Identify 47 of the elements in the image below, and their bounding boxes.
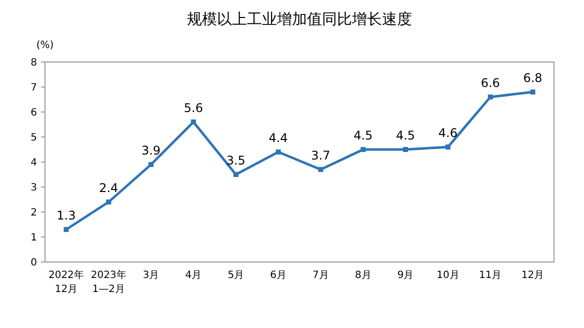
x-tick-label: 7月 — [312, 270, 329, 281]
y-tick-label: 0 — [30, 258, 37, 268]
data-label: 6.6 — [480, 76, 500, 90]
point — [276, 150, 281, 154]
x-tick-label: 8月 — [354, 270, 372, 281]
y-tick-label: 4 — [30, 158, 37, 168]
data-label: 5.6 — [184, 101, 204, 115]
data-label: 4.5 — [396, 128, 416, 142]
point — [64, 227, 69, 232]
point — [360, 147, 366, 152]
point — [318, 167, 324, 172]
y-tick-label: 6 — [30, 108, 37, 118]
data-label: 4.5 — [354, 128, 373, 142]
y-tick-label: 1 — [30, 232, 37, 244]
x-tick-label: 2022年 12月 — [48, 269, 84, 295]
chart-title: 规模以上工业增加值同比增长速度 — [187, 10, 412, 28]
point — [445, 144, 450, 150]
y-tick-label: 3 — [30, 182, 37, 194]
x-tick-label: 6月 — [270, 270, 286, 281]
data-label: 3.5 — [226, 154, 246, 168]
data-label: 2.4 — [99, 181, 118, 195]
y-axis-title: (%) — [36, 40, 54, 51]
y-tick-label: 7 — [30, 82, 37, 94]
x-tick-label: 11月 — [479, 270, 502, 281]
x-tick-label: 9月 — [397, 270, 414, 281]
data-label: 6.8 — [523, 71, 542, 85]
point — [530, 90, 536, 94]
data-label: 4.4 — [268, 131, 288, 145]
y-tick-label: 2 — [30, 208, 37, 218]
point — [106, 200, 112, 204]
point — [233, 172, 238, 177]
point — [403, 147, 408, 152]
y-tick-label: 5 — [30, 132, 37, 144]
x-tick-label: 4月 — [185, 270, 202, 281]
y-tick-label: 8 — [30, 58, 37, 68]
point — [488, 94, 493, 100]
data-label: 1.3 — [56, 208, 76, 222]
data-label: 4.6 — [438, 126, 458, 140]
x-tick-label: 3月 — [142, 270, 160, 281]
data-label: 3.7 — [311, 148, 330, 162]
data-label: 3.9 — [141, 144, 161, 158]
x-tick-label: 2023年 1—2月 — [90, 269, 126, 295]
x-tick-label: 5月 — [228, 270, 244, 281]
point — [148, 162, 154, 167]
x-tick-label: 10月 — [436, 270, 460, 281]
x-tick-label: 12月 — [521, 270, 544, 281]
point — [190, 120, 196, 124]
